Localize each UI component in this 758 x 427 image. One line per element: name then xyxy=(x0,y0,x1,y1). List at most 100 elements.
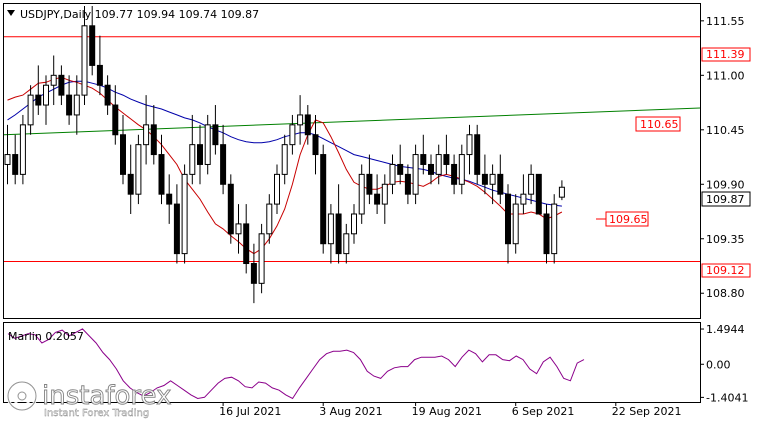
candle xyxy=(120,114,126,185)
candle-body xyxy=(150,124,157,156)
candle-body xyxy=(43,84,49,106)
candle-body xyxy=(551,203,558,255)
candle-body xyxy=(543,213,550,255)
indicator-tick-label: 0.00 xyxy=(706,358,731,371)
svg-text:110.65: 110.65 xyxy=(640,118,679,131)
candle xyxy=(73,75,80,135)
candle xyxy=(166,174,173,224)
candle-body xyxy=(112,104,119,136)
price-tick-label: 109.90 xyxy=(706,178,745,191)
price-tick-label: 108.80 xyxy=(706,287,745,300)
time-tick-label: 3 Aug 2021 xyxy=(319,405,382,418)
candle-body xyxy=(474,134,481,175)
candle-body xyxy=(404,173,411,195)
candle-body xyxy=(327,213,334,245)
marlin-line xyxy=(7,328,585,400)
candle xyxy=(404,164,411,205)
price-tick-label: 111.55 xyxy=(706,15,745,28)
level-label-109-12: 109.12 xyxy=(701,263,751,278)
candle xyxy=(451,154,458,195)
candle xyxy=(481,154,488,195)
indicator-tick-label: 1.4944 xyxy=(706,323,745,336)
candle-body xyxy=(451,163,458,185)
candle xyxy=(227,174,234,244)
candle-body xyxy=(66,94,73,116)
candle-body xyxy=(435,154,442,175)
candle-body xyxy=(358,173,365,215)
price-pane-frame[interactable] xyxy=(3,3,701,319)
candle-body xyxy=(4,154,11,165)
candle xyxy=(158,134,165,205)
candle xyxy=(104,75,111,115)
watermark: instaforex Instant Forex Trading xyxy=(6,380,172,419)
watermark-brand: instaforex xyxy=(42,381,171,411)
candle xyxy=(381,174,388,224)
candle-body xyxy=(420,154,427,165)
candle-body xyxy=(250,263,257,284)
candle xyxy=(297,95,304,145)
candle-body xyxy=(35,94,42,106)
candle-body xyxy=(89,25,96,66)
candle-body xyxy=(173,203,180,255)
candle xyxy=(489,164,496,205)
candle xyxy=(12,134,19,185)
candle-body xyxy=(135,144,142,195)
indicator-pane-frame[interactable] xyxy=(3,322,701,403)
candle xyxy=(96,35,103,96)
candle-body xyxy=(12,154,19,175)
candle xyxy=(335,184,342,264)
candle-body xyxy=(528,173,535,195)
indicator-tick-label: -1.4041 xyxy=(706,391,748,404)
candle-body xyxy=(96,64,103,86)
candle-body xyxy=(505,193,511,245)
candle xyxy=(458,144,465,195)
candle xyxy=(181,164,188,264)
indicator-axis: 1.4944 0.00 -1.4041 xyxy=(700,323,748,404)
candle-body xyxy=(81,25,88,96)
svg-text:111.39: 111.39 xyxy=(706,48,745,61)
candle-body xyxy=(158,154,165,195)
candle-body xyxy=(520,193,527,205)
candle-body xyxy=(166,193,173,205)
candle-body xyxy=(19,124,26,175)
time-tick-label: 16 Jul 2021 xyxy=(219,405,281,418)
candle xyxy=(366,154,373,205)
candle-body xyxy=(335,213,342,255)
candle xyxy=(35,65,42,115)
time-tick-label: 19 Aug 2021 xyxy=(412,405,482,418)
candle-body xyxy=(374,193,381,205)
svg-text:109.65: 109.65 xyxy=(609,213,648,226)
candle-body xyxy=(558,186,565,198)
candle xyxy=(204,114,211,175)
candle xyxy=(466,124,473,175)
candle-body xyxy=(258,233,265,284)
candle-body xyxy=(220,144,227,185)
candle-body xyxy=(50,74,57,86)
candle-body xyxy=(104,84,111,106)
candle-body xyxy=(466,134,473,156)
price-tick-label: 110.45 xyxy=(706,124,745,137)
candle xyxy=(558,180,565,201)
candle-body xyxy=(412,154,419,195)
candle xyxy=(412,144,419,205)
candle-body xyxy=(127,173,134,195)
candle xyxy=(143,95,150,165)
dropdown-arrow-icon[interactable] xyxy=(7,10,15,16)
candle xyxy=(389,154,396,195)
candle xyxy=(304,105,311,145)
candle-body xyxy=(27,94,34,126)
candle xyxy=(220,124,227,195)
candle-body xyxy=(381,183,388,205)
candle-body xyxy=(197,144,203,165)
candle-body xyxy=(181,173,188,255)
time-tick-label: 22 Sep 2021 xyxy=(612,405,682,418)
candle xyxy=(89,5,96,76)
candle-body xyxy=(143,124,150,146)
candle-body xyxy=(58,74,65,96)
candle-body xyxy=(274,173,280,205)
candle-body xyxy=(227,183,234,235)
candle-body xyxy=(351,213,357,235)
candle-body xyxy=(73,94,80,116)
